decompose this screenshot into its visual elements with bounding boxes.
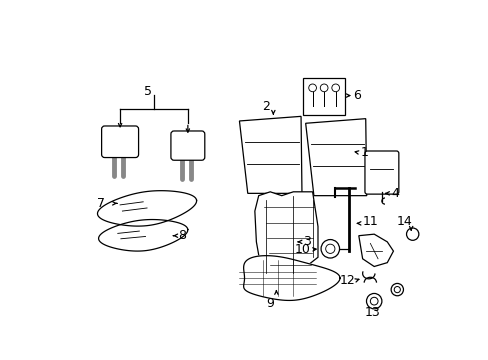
Text: 3: 3 <box>303 235 310 248</box>
Text: 14: 14 <box>396 215 412 228</box>
Text: 10: 10 <box>294 243 310 256</box>
FancyBboxPatch shape <box>102 126 138 158</box>
Circle shape <box>369 297 377 305</box>
Text: 5: 5 <box>143 85 151 98</box>
Text: 12: 12 <box>339 274 354 287</box>
Polygon shape <box>239 116 302 193</box>
Text: 2: 2 <box>261 100 269 113</box>
Text: 9: 9 <box>266 297 274 310</box>
FancyBboxPatch shape <box>171 131 204 160</box>
Circle shape <box>308 84 316 92</box>
Text: 8: 8 <box>178 229 186 242</box>
Polygon shape <box>254 192 317 276</box>
FancyBboxPatch shape <box>364 151 398 194</box>
Text: 6: 6 <box>352 89 360 102</box>
Circle shape <box>406 228 418 240</box>
Circle shape <box>366 293 381 309</box>
Circle shape <box>321 239 339 258</box>
Text: 4: 4 <box>390 187 398 200</box>
Text: 11: 11 <box>362 215 378 228</box>
Circle shape <box>331 84 339 92</box>
Circle shape <box>325 244 334 253</box>
Polygon shape <box>358 234 393 266</box>
FancyBboxPatch shape <box>302 78 344 115</box>
Circle shape <box>390 283 403 296</box>
Circle shape <box>393 287 400 293</box>
Polygon shape <box>243 256 339 301</box>
Polygon shape <box>305 119 366 195</box>
Polygon shape <box>97 191 196 226</box>
Text: 13: 13 <box>364 306 380 319</box>
Text: 1: 1 <box>360 146 368 159</box>
Text: 7: 7 <box>97 197 104 210</box>
Circle shape <box>320 84 327 92</box>
Polygon shape <box>99 220 187 251</box>
